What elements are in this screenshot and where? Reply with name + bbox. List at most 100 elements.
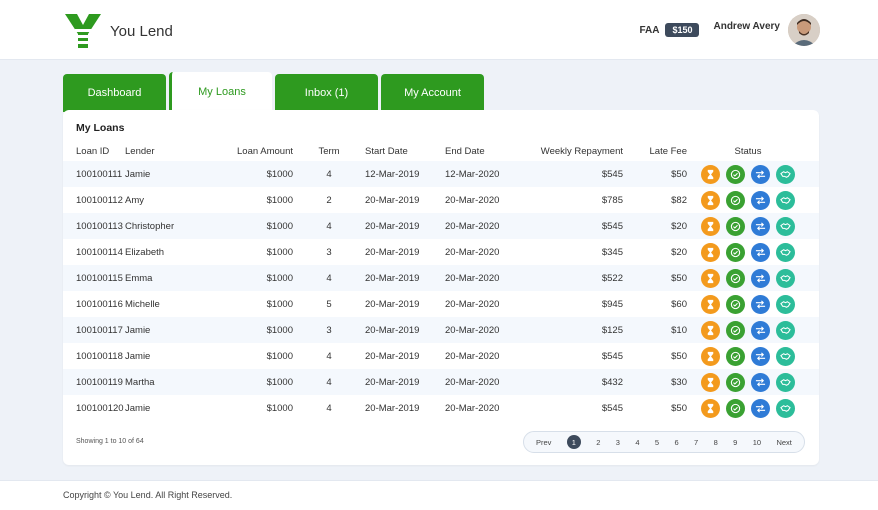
check-circle-icon[interactable] (726, 216, 745, 236)
handshake-icon[interactable] (776, 164, 795, 184)
table-row[interactable]: 100100120 Jamie $1000 4 20-Mar-2019 20-Mar-20… (63, 395, 819, 421)
handshake-icon[interactable] (776, 242, 795, 262)
next-button[interactable]: Next (776, 437, 792, 447)
table-row[interactable]: 100100117 Jamie $1000 3 20-Mar-2019 20-Mar-20… (63, 317, 819, 343)
page-button[interactable]: 2 (596, 437, 601, 447)
column-header[interactable]: Late Fee (649, 145, 688, 157)
page-button[interactable]: 8 (713, 437, 718, 447)
tab-my-account[interactable]: My Account (381, 74, 484, 112)
hourglass-icon[interactable] (701, 346, 720, 366)
status-cell (687, 239, 819, 265)
handshake-icon[interactable] (776, 216, 795, 236)
transfer-icon[interactable] (751, 242, 770, 262)
logo[interactable]: You Lend (63, 12, 173, 50)
page-button[interactable]: 9 (733, 437, 738, 447)
column-header[interactable]: Loan ID (76, 145, 110, 157)
table-cell: Emma (125, 272, 153, 284)
handshake-icon[interactable] (776, 372, 795, 392)
table-row[interactable]: 100100111 Jamie $1000 4 12-Mar-2019 12-Mar-20… (63, 161, 819, 187)
transfer-icon[interactable] (751, 164, 770, 184)
table-cell: $522 (601, 272, 623, 284)
check-circle-icon[interactable] (726, 372, 745, 392)
transfer-icon[interactable] (751, 346, 770, 366)
table-cell: 100100115 (76, 272, 123, 284)
hourglass-icon[interactable] (701, 320, 720, 340)
handshake-icon[interactable] (776, 294, 795, 314)
transfer-icon[interactable] (751, 268, 770, 288)
handshake-icon[interactable] (776, 346, 795, 366)
check-circle-icon[interactable] (726, 268, 745, 288)
status-cell (687, 161, 819, 187)
handshake-icon[interactable] (776, 320, 795, 340)
hourglass-icon[interactable] (701, 294, 720, 314)
transfer-icon[interactable] (751, 216, 770, 236)
column-header[interactable]: Loan Amount (237, 145, 293, 157)
hourglass-icon[interactable] (701, 242, 720, 262)
column-header[interactable]: Term (318, 145, 340, 157)
table-cell: 12-Mar-2019 (365, 168, 420, 180)
table-cell: 100100114 (76, 246, 123, 258)
table-row[interactable]: 100100112 Amy $1000 2 20-Mar-2019 20-Mar-2020… (63, 187, 819, 213)
page-button[interactable]: 3 (615, 437, 620, 447)
check-circle-icon[interactable] (726, 190, 745, 210)
hourglass-icon[interactable] (701, 372, 720, 392)
table-cell: $1000 (266, 376, 293, 388)
table-cell: $1000 (266, 246, 293, 258)
column-header[interactable]: Lender (125, 145, 155, 157)
hourglass-icon[interactable] (701, 164, 720, 184)
table-row[interactable]: 100100114 Elizabeth $1000 3 20-Mar-2019 20-Ma… (63, 239, 819, 265)
page-button[interactable]: 10 (752, 437, 762, 447)
check-circle-icon[interactable] (726, 294, 745, 314)
user-name[interactable]: Andrew Avery (713, 20, 780, 32)
hourglass-icon[interactable] (701, 268, 720, 288)
avatar[interactable] (788, 14, 820, 46)
page-button[interactable]: 5 (654, 437, 660, 447)
check-circle-icon[interactable] (726, 242, 745, 262)
tab-dashboard[interactable]: Dashboard (63, 74, 166, 112)
status-cell (687, 395, 819, 421)
tab-my-loans[interactable]: My Loans (169, 72, 272, 112)
column-header[interactable]: End Date (445, 145, 485, 157)
page-button[interactable]: 6 (674, 437, 679, 447)
prev-button[interactable]: Prev (536, 437, 552, 447)
table-cell: $945 (601, 298, 623, 310)
check-circle-icon[interactable] (726, 164, 745, 184)
check-circle-icon[interactable] (726, 320, 745, 340)
table-row[interactable]: 100100113 Christopher $1000 4 20-Mar-2019 20-… (63, 213, 819, 239)
showing-count: Showing 1 to 10 of 64 (76, 438, 144, 445)
hourglass-icon[interactable] (701, 190, 720, 210)
brand-name: You Lend (110, 22, 173, 40)
table-cell: $125 (601, 324, 623, 336)
check-circle-icon[interactable] (726, 398, 745, 418)
table-row[interactable]: 100100115 Emma $1000 4 20-Mar-2019 20-Mar-202… (63, 265, 819, 291)
transfer-icon[interactable] (751, 398, 770, 418)
table-row[interactable]: 100100116 Michelle $1000 5 20-Mar-2019 20-Mar… (63, 291, 819, 317)
table-cell: $1000 (266, 220, 293, 232)
check-circle-icon[interactable] (726, 346, 745, 366)
table-cell: $50 (671, 402, 687, 414)
table-row[interactable]: 100100118 Jamie $1000 4 20-Mar-2019 20-Mar-20… (63, 343, 819, 369)
page-button[interactable]: 7 (694, 437, 699, 447)
page-button[interactable]: 1 (566, 435, 581, 449)
handshake-icon[interactable] (776, 190, 795, 210)
table-cell: 100100119 (76, 376, 123, 388)
table-cell: 20-Mar-2019 (365, 220, 420, 232)
column-header[interactable]: Start Date (365, 145, 408, 157)
column-header[interactable]: Status (734, 145, 762, 157)
table-cell: 4 (326, 350, 332, 362)
page-button[interactable]: 4 (635, 437, 640, 447)
transfer-icon[interactable] (751, 372, 770, 392)
transfer-icon[interactable] (751, 320, 770, 340)
tab-inbox[interactable]: Inbox (1) (275, 74, 378, 112)
column-header[interactable]: Weekly Repayment (540, 145, 623, 157)
transfer-icon[interactable] (751, 190, 770, 210)
table-cell: 100100120 (76, 402, 124, 414)
handshake-icon[interactable] (776, 268, 795, 288)
hourglass-icon[interactable] (701, 398, 720, 418)
table-row[interactable]: 100100119 Martha $1000 4 20-Mar-2019 20-Mar-2… (63, 369, 819, 395)
handshake-icon[interactable] (776, 398, 795, 418)
status-cell (687, 369, 819, 395)
hourglass-icon[interactable] (701, 216, 720, 236)
transfer-icon[interactable] (751, 294, 770, 314)
table-cell: $50 (671, 168, 687, 180)
